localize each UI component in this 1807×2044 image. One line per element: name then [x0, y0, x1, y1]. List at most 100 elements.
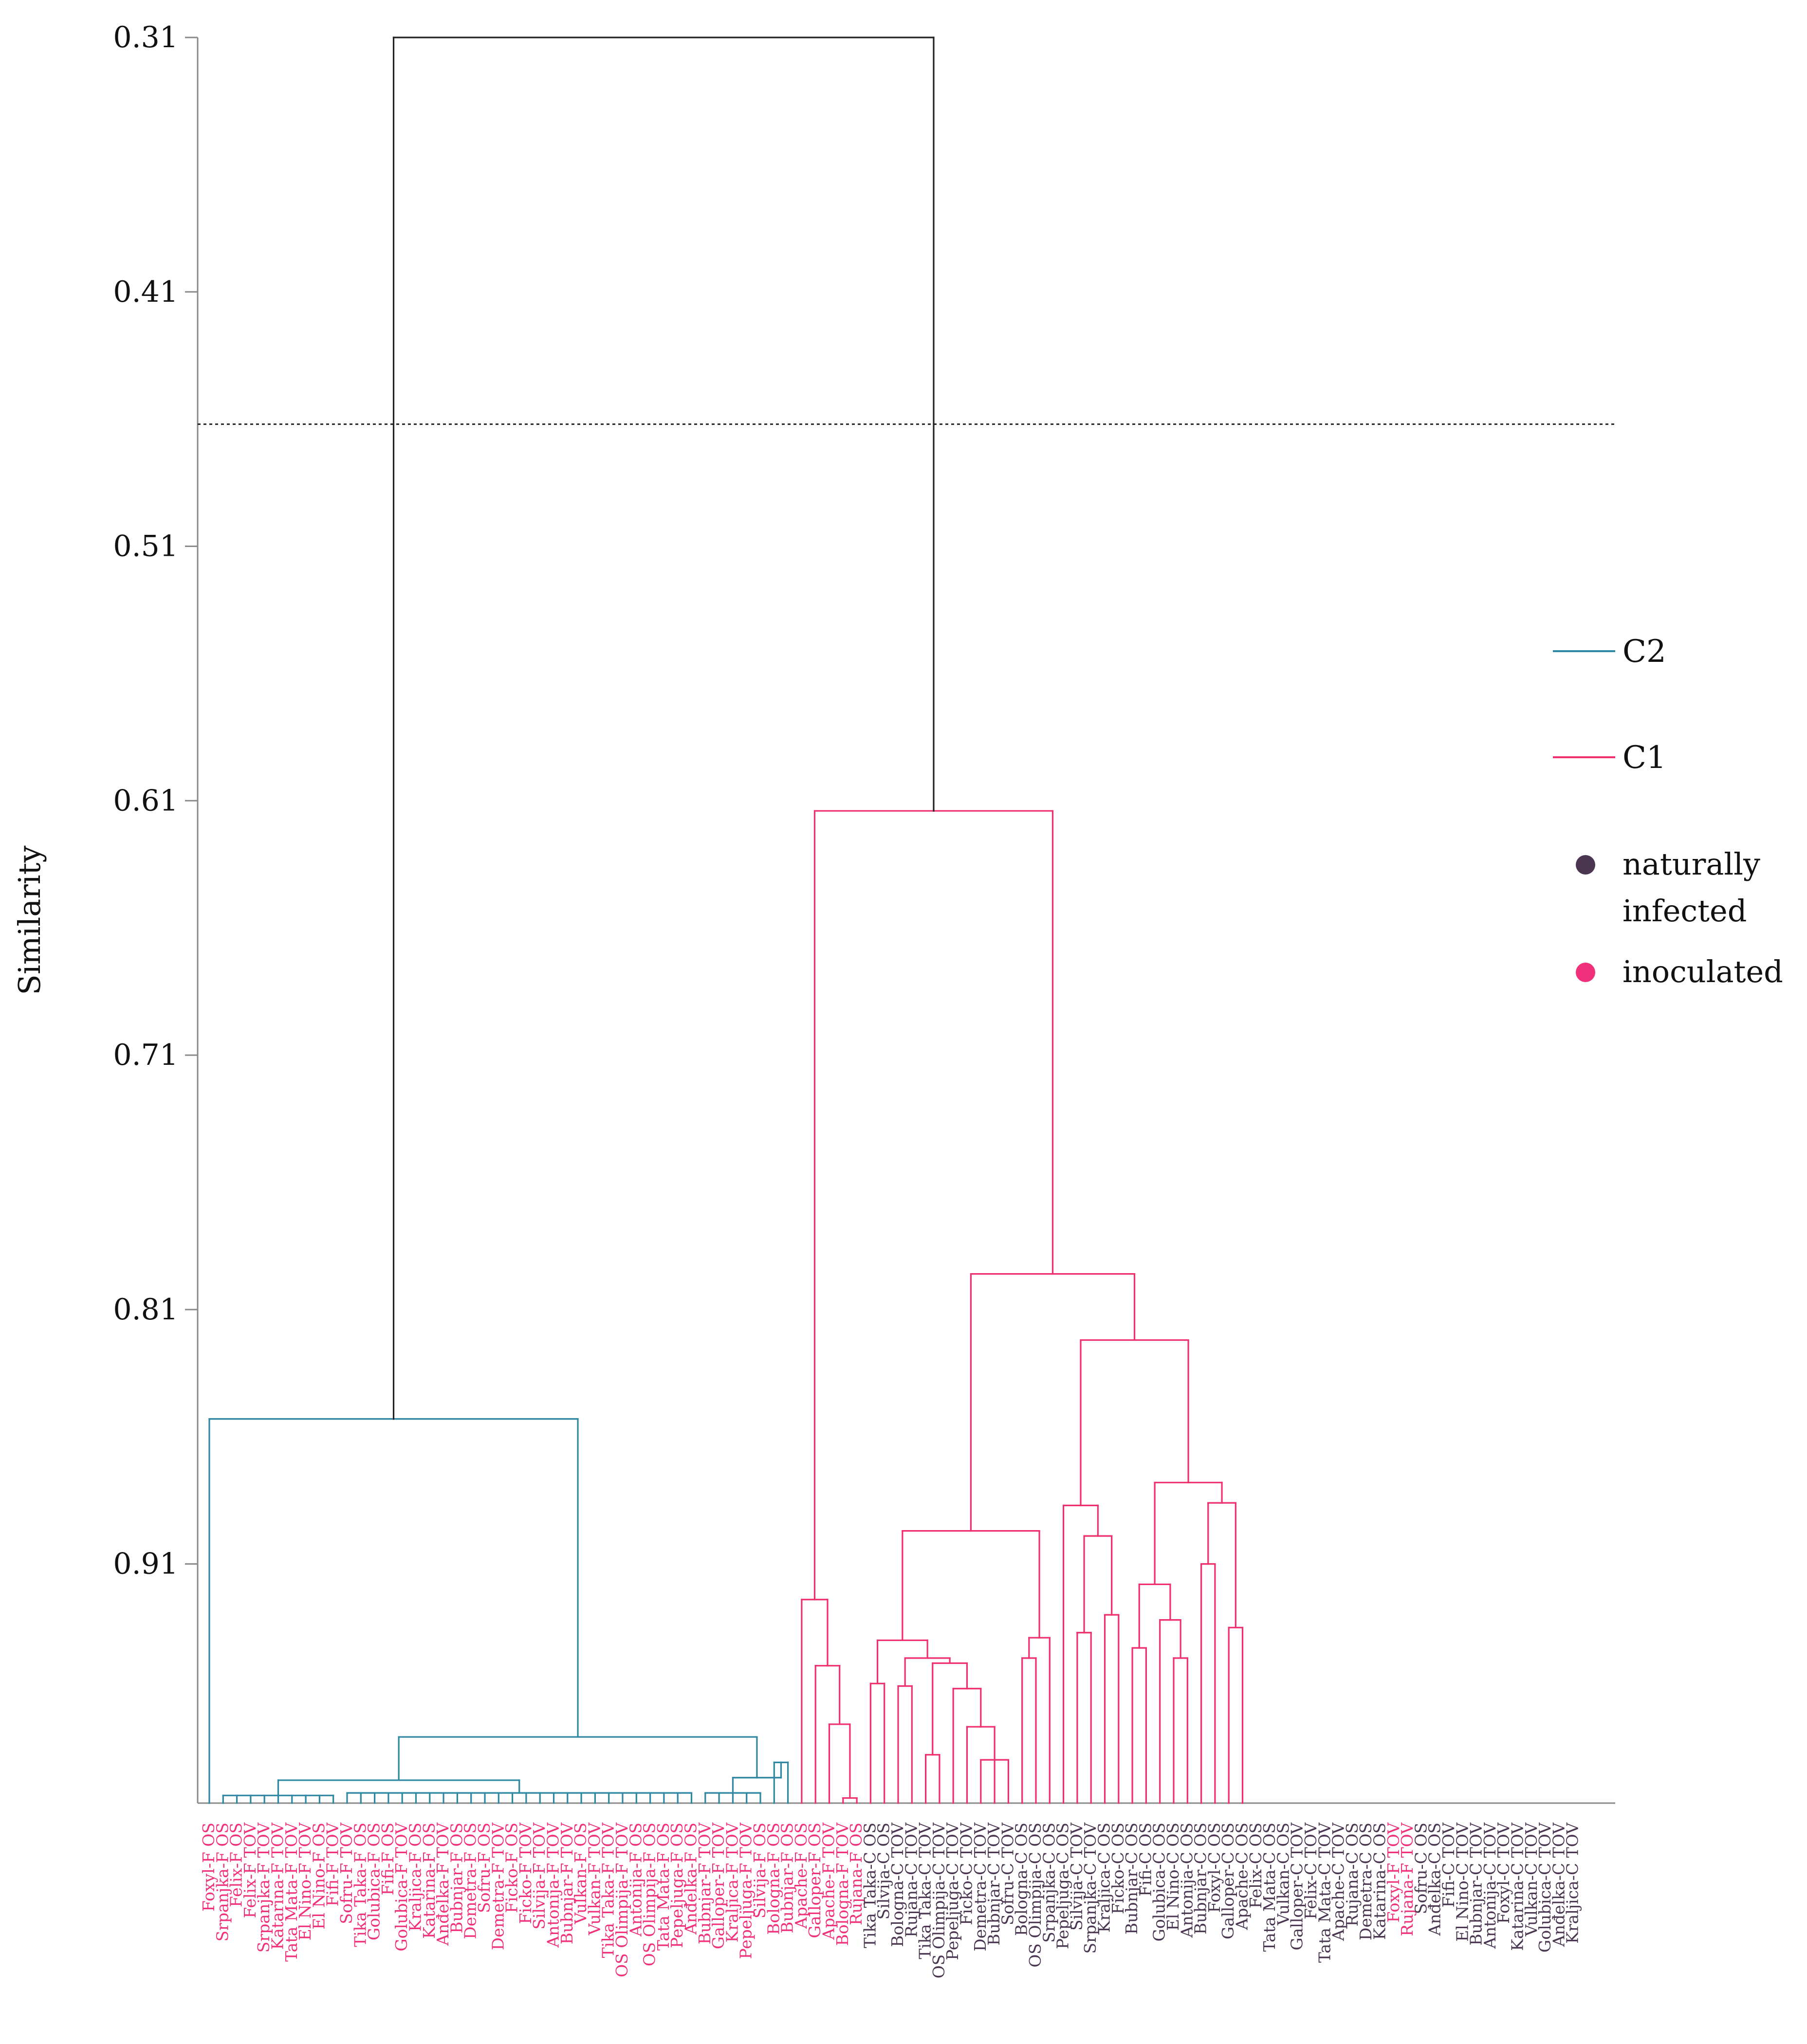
- leaf-label: Tika Taka-F TOV: [599, 1822, 618, 1958]
- leaf-label: Sofru-C OS: [1411, 1823, 1430, 1914]
- legend-inoculated-dot: [1576, 963, 1595, 982]
- y-tick-label: 0.31: [113, 20, 178, 55]
- leaf-label: Ficko-C OS: [1108, 1823, 1127, 1914]
- leaf-label: OS Olimpija-F OS: [640, 1823, 659, 1966]
- leaf-label: Pepeljuga-F OS: [667, 1823, 686, 1948]
- leaf-label: Rujana-C TOV: [902, 1822, 921, 1937]
- leaf-label: Apache-C OS: [1233, 1823, 1252, 1930]
- leaf-label: Silvija-F TOV: [530, 1822, 549, 1930]
- y-tick-label: 0.51: [113, 529, 178, 564]
- leaf-label: Foxyl-C OS: [1205, 1823, 1224, 1913]
- leaf-label: Srpanjka-C OS: [1039, 1823, 1058, 1943]
- leaf-label: Kraljica-C TOV: [1563, 1822, 1582, 1944]
- leaf-label: Sofru-F TOV: [337, 1822, 356, 1924]
- leaf-label: Antonija-F OS: [626, 1823, 645, 1937]
- leaf-label: Kraljica-C OS: [1095, 1823, 1114, 1933]
- leaf-label: Antonija-F TOV: [544, 1822, 563, 1948]
- leaf-label: Vulkan-F OS: [571, 1823, 590, 1925]
- leaf-label: Tika Taka-F OS: [350, 1823, 369, 1947]
- leaf-label: Sofru-F OS: [475, 1823, 494, 1913]
- y-tick-label: 0.81: [113, 1293, 178, 1327]
- leaf-label: Antonija-C TOV: [1480, 1822, 1499, 1949]
- leaf-label: Demetra-F TOV: [488, 1822, 507, 1951]
- leaf-label: OS Olimpija-C OS: [1026, 1823, 1045, 1968]
- legend-c2-label: C2: [1623, 634, 1666, 670]
- leaf-label: Ficko-F TOV: [516, 1822, 535, 1924]
- leaf-label: Tata Mata-F OS: [654, 1823, 673, 1951]
- legend-naturally-infected-line1: naturally: [1623, 846, 1760, 882]
- leaf-label: Felix-C TOV: [1301, 1822, 1320, 1919]
- leaf-label: Fifi-F TOV: [323, 1822, 342, 1906]
- leaf-label: Tika Taka-C OS: [860, 1823, 879, 1948]
- y-tick-label: 0.71: [113, 1038, 178, 1072]
- leaf-label: Srpanjka-F OS: [213, 1823, 232, 1942]
- legend: C2 C1 naturally infected inoculated: [1553, 634, 1783, 989]
- leaf-label: Tata Mata-C TOV: [1315, 1822, 1334, 1963]
- leaf-label: OS Olimpija-F TOV: [612, 1822, 631, 1977]
- leaf-label: Pepeljuga-F TOV: [737, 1822, 756, 1959]
- leaf-label: Galloper-F OS: [805, 1823, 824, 1938]
- leaf-label: Golubica-F TOV: [392, 1822, 411, 1952]
- leaf-label: Vulkan-C TOV: [1522, 1822, 1541, 1937]
- leaf-label: Vulkan-F TOV: [585, 1822, 604, 1935]
- leaf-label: Apache-F TOV: [819, 1822, 838, 1940]
- leaf-label: Demetra-F OS: [461, 1823, 480, 1939]
- leaf-label: Ficko-C TOV: [957, 1822, 976, 1925]
- leaf-label: Bubnjar-C TOV: [984, 1822, 1003, 1946]
- leaf-label: Anđelka-C OS: [1425, 1823, 1444, 1936]
- leaf-label: Vulkan-C OS: [1273, 1823, 1292, 1926]
- leaf-label: Rujana-F OS: [847, 1823, 866, 1925]
- leaf-label: Bubnjar-F OS: [447, 1823, 466, 1934]
- leaf-label: Apache-C TOV: [1329, 1822, 1348, 1941]
- y-axis-title: Similarity: [12, 845, 47, 995]
- leaf-label: Antonija-C OS: [1177, 1823, 1196, 1938]
- legend-c1-label: C1: [1623, 740, 1666, 776]
- legend-naturally-infected-line2: infected: [1623, 893, 1747, 929]
- leaf-label: Bubnjar-C OS: [1191, 1823, 1210, 1934]
- leaf-label: Kraljica-F OS: [406, 1823, 425, 1932]
- leaf-label: Golubica-F OS: [365, 1823, 384, 1940]
- leaf-label: Tata Mata-F TOV: [282, 1822, 301, 1962]
- leaf-label: Rujana-C OS: [1343, 1823, 1362, 1927]
- leaf-label: Pepeljuga-C OS: [1053, 1823, 1072, 1949]
- leaf-label: Tika Taka-C TOV: [916, 1822, 935, 1959]
- leaf-label: Bologna-C OS: [1012, 1823, 1031, 1936]
- leaf-label: Bubnjar-F OS: [778, 1823, 797, 1934]
- leaf-label: Anđelka-F TOV: [433, 1822, 452, 1946]
- leaf-label: Felix-F TOV: [240, 1822, 259, 1918]
- leaf-label: Katarina-C TOV: [1508, 1822, 1527, 1951]
- leaf-label: Demetra-C TOV: [971, 1822, 990, 1952]
- leaf-label: Demetra-C OS: [1356, 1823, 1375, 1940]
- leaf-label: Galloper-C TOV: [1288, 1822, 1307, 1951]
- leaf-label: Kraljica-F TOV: [722, 1822, 741, 1943]
- y-tick-label: 0.41: [113, 275, 178, 309]
- leaf-label: Apache-F OS: [792, 1823, 811, 1929]
- y-tick-label: 0.61: [113, 784, 178, 818]
- leaf-label: Fifi-C TOV: [1439, 1822, 1458, 1908]
- leaf-label: Bubnjar-C OS: [1122, 1823, 1141, 1934]
- leaf-label: Silvija-C OS: [874, 1823, 893, 1919]
- leaf-label: Galloper-F TOV: [709, 1822, 728, 1949]
- leaf-label: Bologna-F TOV: [833, 1822, 852, 1946]
- dendrogram-tree: [208, 36, 1244, 1804]
- leaf-label: Bologna-F OS: [764, 1823, 783, 1935]
- leaf-label: Katarina-F OS: [420, 1823, 439, 1939]
- leaf-label: Katarina-C OS: [1370, 1823, 1389, 1940]
- leaf-label: Fifi-C OS: [1136, 1823, 1155, 1897]
- leaf-label: Srpanjka-F TOV: [254, 1822, 273, 1953]
- leaf-label: Bubnjar-F TOV: [557, 1822, 576, 1945]
- leaf-label: Golubica-C TOV: [1535, 1822, 1554, 1953]
- leaf-label: El Nino-C OS: [1163, 1823, 1182, 1931]
- leaf-label: El Nino-C TOV: [1453, 1822, 1472, 1942]
- legend-inoculated-label: inoculated: [1623, 954, 1783, 989]
- leaf-label: Silvija-F OS: [750, 1823, 769, 1918]
- leaf-label: Foxyl-C TOV: [1494, 1822, 1513, 1924]
- y-tick-label: 0.91: [113, 1547, 178, 1581]
- leaf-label: Sofru-C TOV: [998, 1822, 1017, 1925]
- leaf-label: Silvija-C TOV: [1067, 1822, 1086, 1931]
- leaf-label: Foxyl-F TOV: [1384, 1822, 1403, 1923]
- leaf-label: Anđelka-F OS: [682, 1823, 701, 1935]
- leaf-label: Ficko-F OS: [502, 1823, 521, 1913]
